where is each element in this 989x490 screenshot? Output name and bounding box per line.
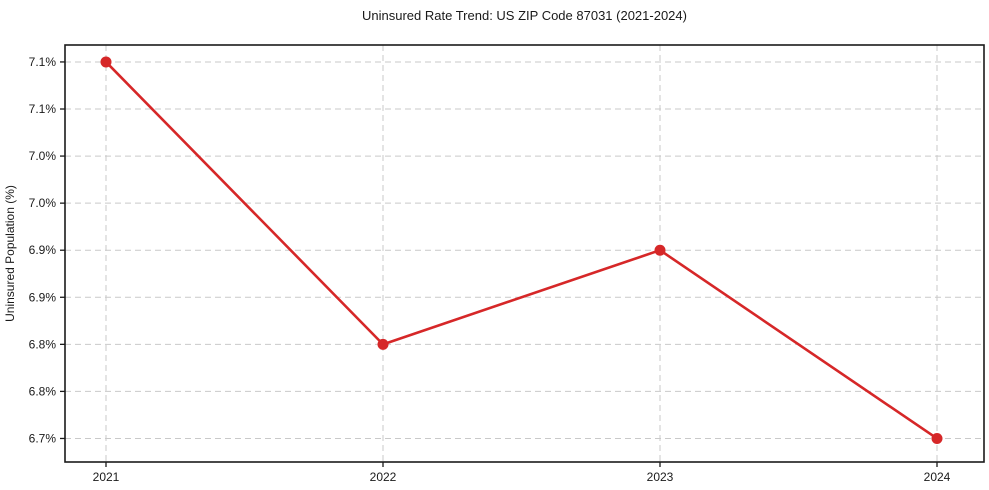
y-tick-label: 6.8%	[29, 337, 57, 351]
y-tick-label: 6.7%	[29, 431, 57, 445]
x-tick-label: 2024	[924, 470, 951, 484]
axis-layer: 7.1% 7.1% 7.0% 7.0% 6.9% 6.9% 6.8% 6.8% 6.7% 2021…	[29, 44, 985, 484]
data-point-marker	[654, 244, 666, 256]
trend-line	[104, 60, 939, 440]
x-tick-label: 2021	[93, 470, 120, 484]
x-tick-label: 2022	[370, 470, 397, 484]
y-tick-label: 7.0%	[29, 149, 57, 163]
y-tick-label: 6.9%	[29, 243, 57, 257]
data-point-marker	[931, 432, 943, 444]
y-tick-label: 7.0%	[29, 196, 57, 210]
y-tick-label: 6.8%	[29, 384, 57, 398]
y-tick-label: 7.1%	[29, 102, 57, 116]
plot-border	[64, 44, 985, 463]
y-tick-label: 7.1%	[29, 55, 57, 69]
x-tick-label: 2023	[647, 470, 674, 484]
chart-title: Uninsured Rate Trend: US ZIP Code 87031 …	[362, 8, 687, 23]
grid-layer	[65, 45, 984, 462]
y-axis-label: Uninsured Population (%)	[3, 185, 17, 322]
series-layer	[100, 56, 943, 444]
y-tick-label: 6.9%	[29, 290, 57, 304]
data-point-marker	[100, 56, 112, 68]
data-point-marker	[377, 338, 389, 350]
